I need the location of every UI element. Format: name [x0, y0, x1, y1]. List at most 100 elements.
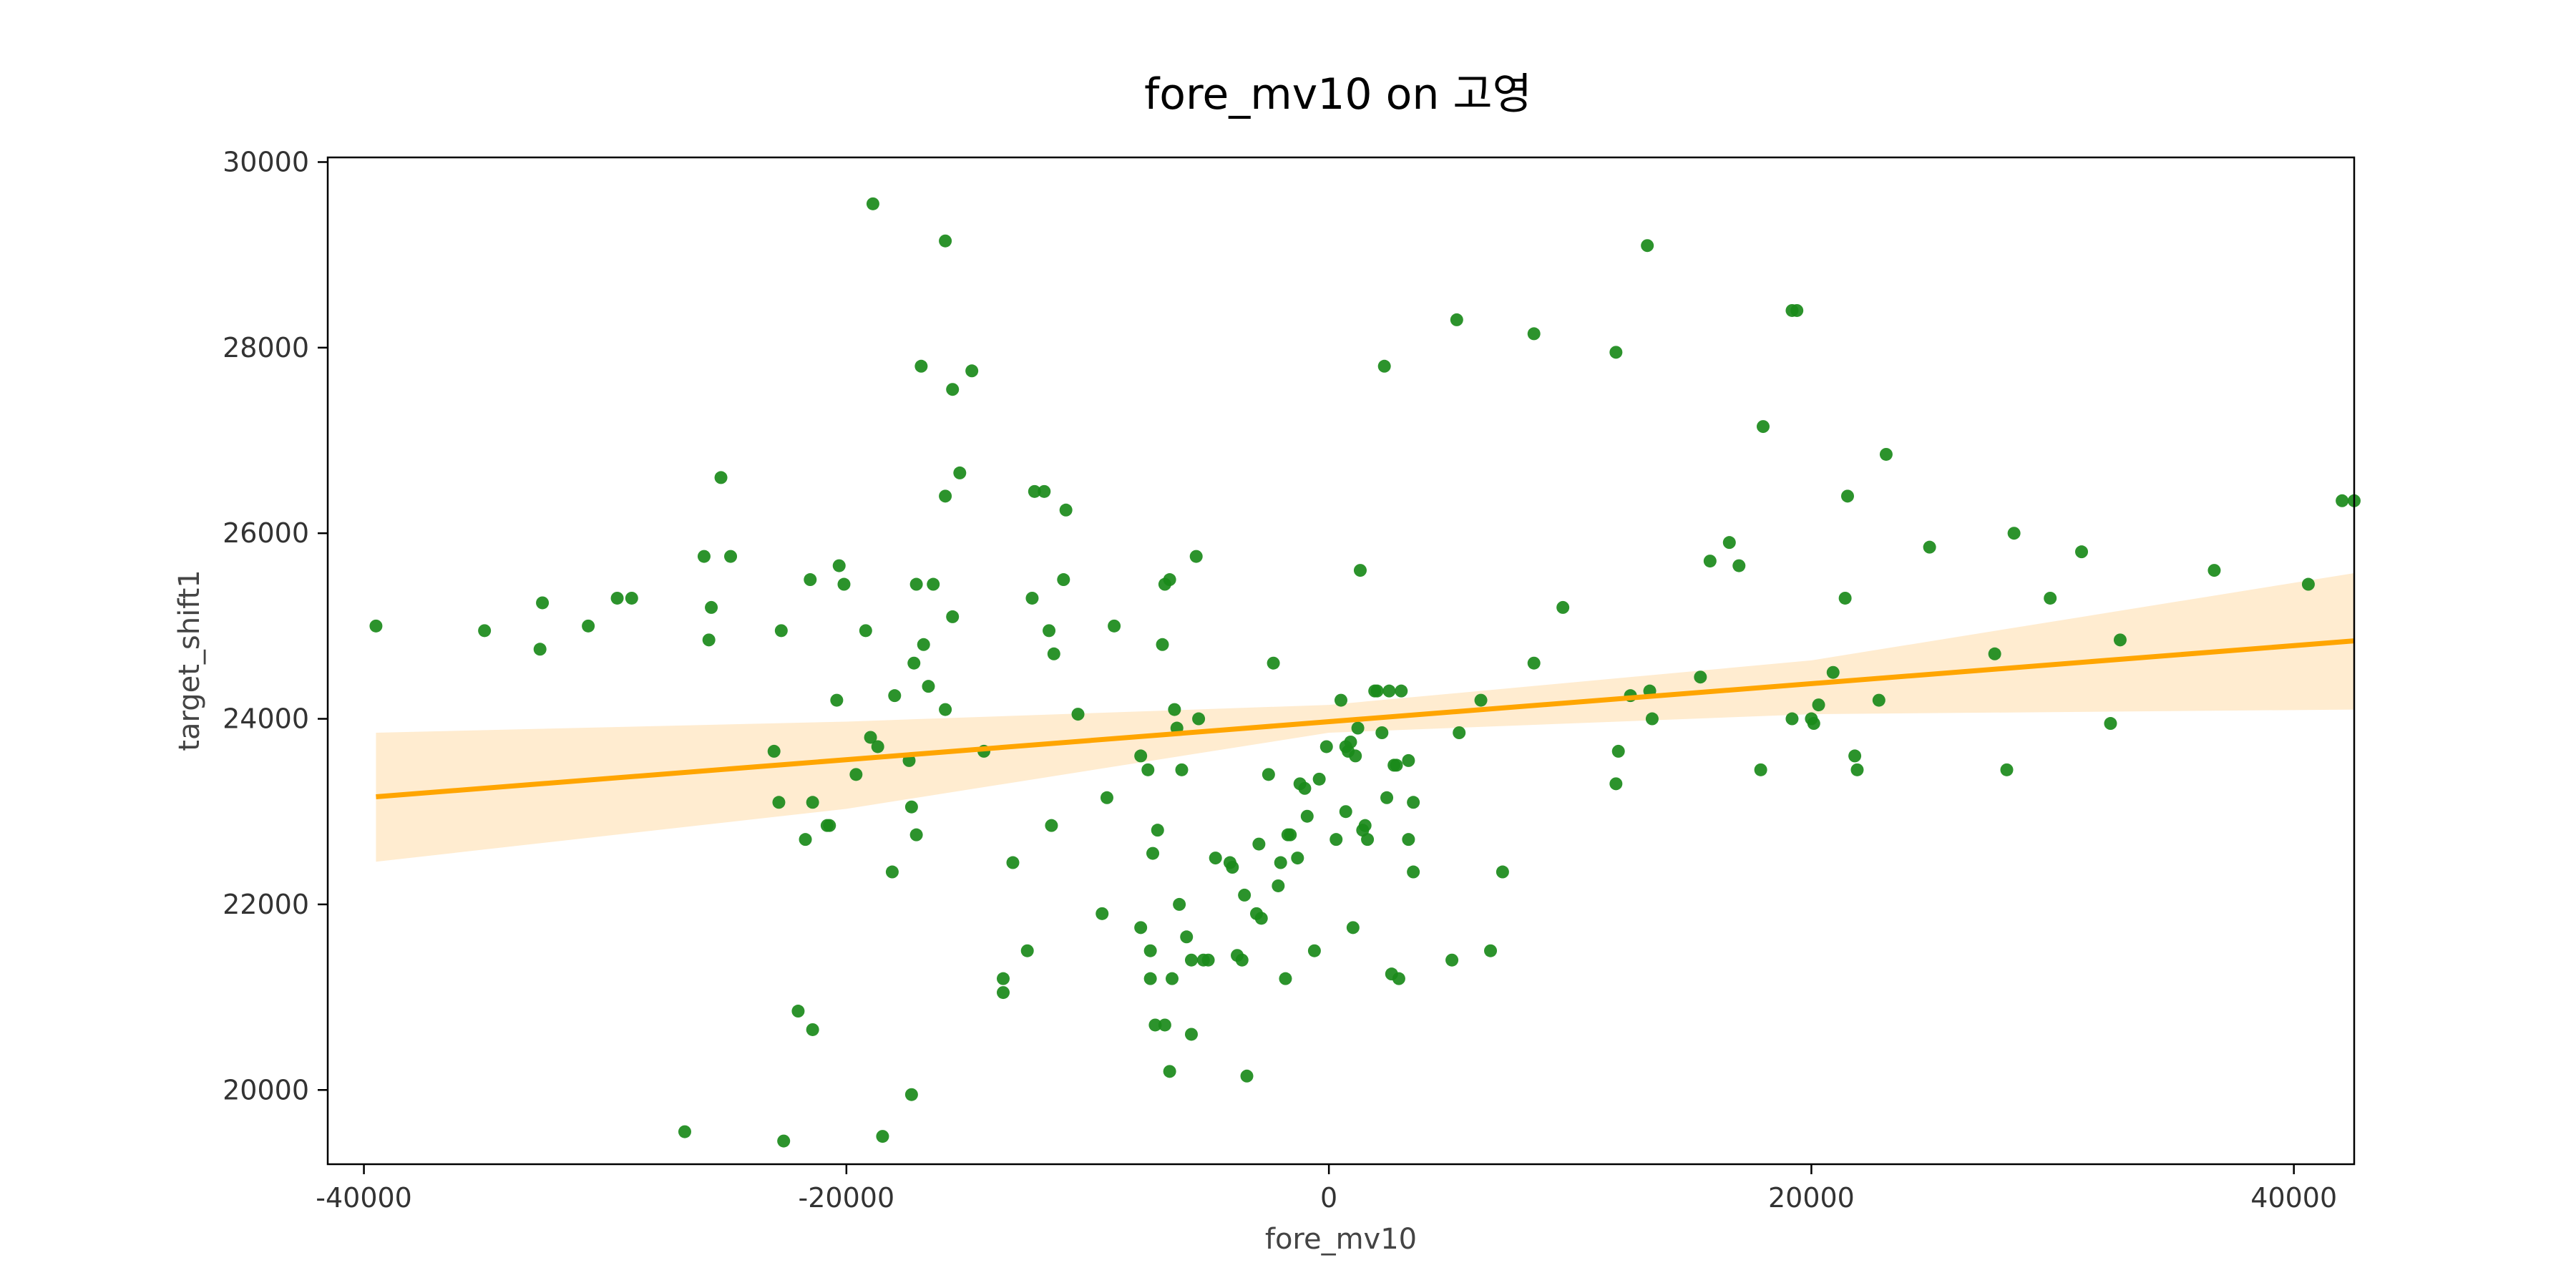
y-tick-label: 28000 — [223, 332, 309, 364]
scatter-point — [610, 591, 624, 605]
scatter-point — [965, 364, 979, 378]
scatter-point — [1238, 888, 1252, 902]
scatter-point — [2044, 591, 2057, 605]
y-tick-label: 20000 — [223, 1074, 309, 1106]
scatter-point — [953, 466, 967, 479]
scatter-point — [2104, 717, 2117, 731]
scatter-point — [1527, 327, 1541, 341]
scatter-point — [777, 1134, 791, 1148]
scatter-point — [1358, 819, 1372, 832]
scatter-point — [939, 703, 952, 716]
scatter-point — [1407, 865, 1420, 879]
scatter-point — [1850, 763, 1864, 776]
scatter-point — [1703, 555, 1717, 568]
scatter-point — [1279, 972, 1292, 985]
scatter-point — [1267, 656, 1280, 670]
scatter-point — [997, 972, 1010, 985]
scatter-point — [772, 796, 786, 809]
scatter-point — [1158, 1018, 1171, 1032]
scatter-point — [859, 624, 872, 638]
scatter-point — [1143, 972, 1157, 985]
scatter-point — [2207, 564, 2221, 577]
scatter-point — [774, 624, 788, 638]
scatter-point — [478, 624, 492, 638]
scatter-point — [1284, 828, 1297, 841]
y-tick-label: 22000 — [223, 889, 309, 920]
scatter-point — [678, 1125, 691, 1138]
scatter-point — [536, 596, 550, 610]
scatter-point — [2000, 763, 2014, 776]
scatter-point — [1556, 600, 1570, 614]
scatter-point — [1382, 684, 1396, 698]
scatter-point — [1100, 791, 1113, 804]
scatter-point — [1146, 847, 1160, 860]
scatter-point — [625, 591, 638, 605]
scatter-point — [909, 828, 923, 841]
scatter-point — [1043, 624, 1056, 638]
scatter-point — [1390, 758, 1403, 772]
scatter-point — [1335, 693, 1347, 707]
scatter-point — [832, 559, 846, 572]
scatter-point — [1496, 865, 1509, 879]
scatter-point — [849, 768, 863, 781]
scatter-point — [582, 619, 595, 633]
scatter-point — [1184, 1028, 1198, 1041]
scatter-point — [1484, 944, 1498, 957]
scatter-point — [1235, 953, 1249, 967]
scatter-point — [1006, 856, 1020, 869]
scatter-point — [1047, 647, 1060, 660]
scatter-point — [1407, 796, 1420, 809]
y-tick-label: 24000 — [223, 703, 309, 735]
scatter-point — [907, 656, 921, 670]
scatter-point — [1395, 684, 1408, 698]
y-axis-label: target_shift1 — [173, 570, 206, 751]
scatter-point — [1134, 749, 1148, 763]
scatter-point — [1192, 712, 1206, 726]
scatter-point — [1057, 573, 1070, 587]
scatter-point — [1151, 824, 1164, 837]
scatter-point — [1353, 564, 1367, 577]
scatter-point — [1108, 619, 1121, 633]
scatter-point — [1838, 591, 1852, 605]
scatter-point — [702, 633, 716, 647]
y-tick-label: 26000 — [223, 517, 309, 549]
scatter-point — [1226, 861, 1239, 874]
scatter-point — [1307, 944, 1321, 957]
scatter-point — [1272, 879, 1285, 892]
scatter-point — [946, 383, 960, 396]
scatter-point — [1330, 833, 1343, 847]
scatter-point — [888, 689, 902, 703]
scatter-point — [1201, 953, 1215, 967]
scatter-point — [1790, 303, 1804, 317]
scatter-point — [1312, 772, 1326, 786]
scatter-point — [1163, 1065, 1176, 1078]
scatter-point — [806, 1023, 819, 1036]
scatter-point — [714, 471, 728, 484]
scatter-point — [1645, 712, 1659, 726]
scatter-point — [1240, 1069, 1254, 1083]
scatter-point — [1189, 550, 1203, 563]
scatter-point — [767, 744, 781, 758]
y-axis: 20000 22000 24000 26000 28000 30000 — [223, 146, 328, 1106]
scatter-point — [1757, 420, 1770, 434]
scatter-point — [1445, 953, 1459, 967]
scatter-point — [1826, 665, 1840, 679]
scatter-point — [1254, 912, 1268, 925]
scatter-point — [1694, 670, 1707, 684]
scatter-point — [1045, 819, 1058, 832]
scatter-point — [1096, 907, 1109, 920]
scatter-point — [1339, 805, 1352, 819]
scatter-point — [1812, 698, 1825, 712]
scatter-point — [1641, 239, 1654, 253]
scatter-point — [1375, 726, 1389, 739]
scatter-point — [864, 731, 877, 744]
scatter-point — [1609, 777, 1623, 791]
scatter-point — [1262, 768, 1275, 781]
scatter-point — [922, 680, 935, 693]
scatter-point — [1344, 735, 1357, 748]
scatter-point — [804, 573, 817, 587]
scatter-point — [1184, 953, 1198, 967]
scatter-point — [885, 865, 899, 879]
scatter-point — [1349, 749, 1362, 763]
scatter-point — [791, 1005, 805, 1018]
